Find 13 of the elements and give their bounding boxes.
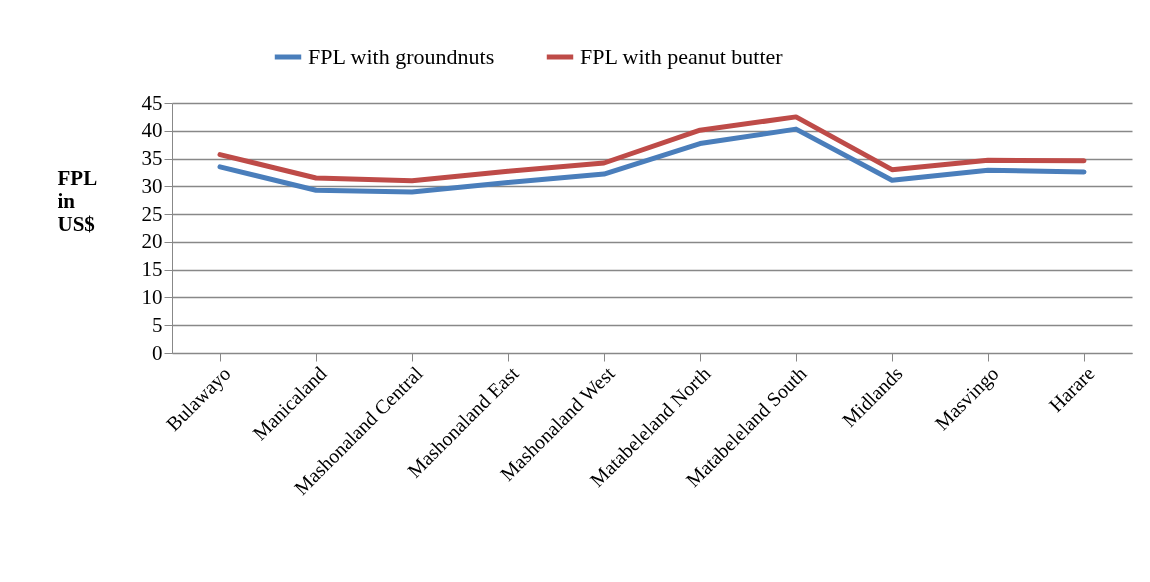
legend-label: FPL with groundnuts bbox=[308, 44, 495, 69]
y-tick-label: 45 bbox=[141, 90, 163, 115]
y-tick-label: 10 bbox=[141, 284, 163, 309]
y-tick-label: 35 bbox=[141, 146, 163, 171]
y-tick-label: 20 bbox=[141, 229, 163, 254]
y-tick-label: 25 bbox=[141, 201, 163, 226]
y-axis-title: FPL in US$ bbox=[57, 165, 98, 236]
y-tick-label: 40 bbox=[141, 118, 163, 143]
y-tick-label: 5 bbox=[152, 312, 163, 337]
y-tick-label: 0 bbox=[152, 340, 163, 365]
y-tick-label: 30 bbox=[141, 173, 163, 198]
y-tick-label: 15 bbox=[141, 257, 163, 282]
legend-label: FPL with peanut butter bbox=[580, 44, 784, 69]
